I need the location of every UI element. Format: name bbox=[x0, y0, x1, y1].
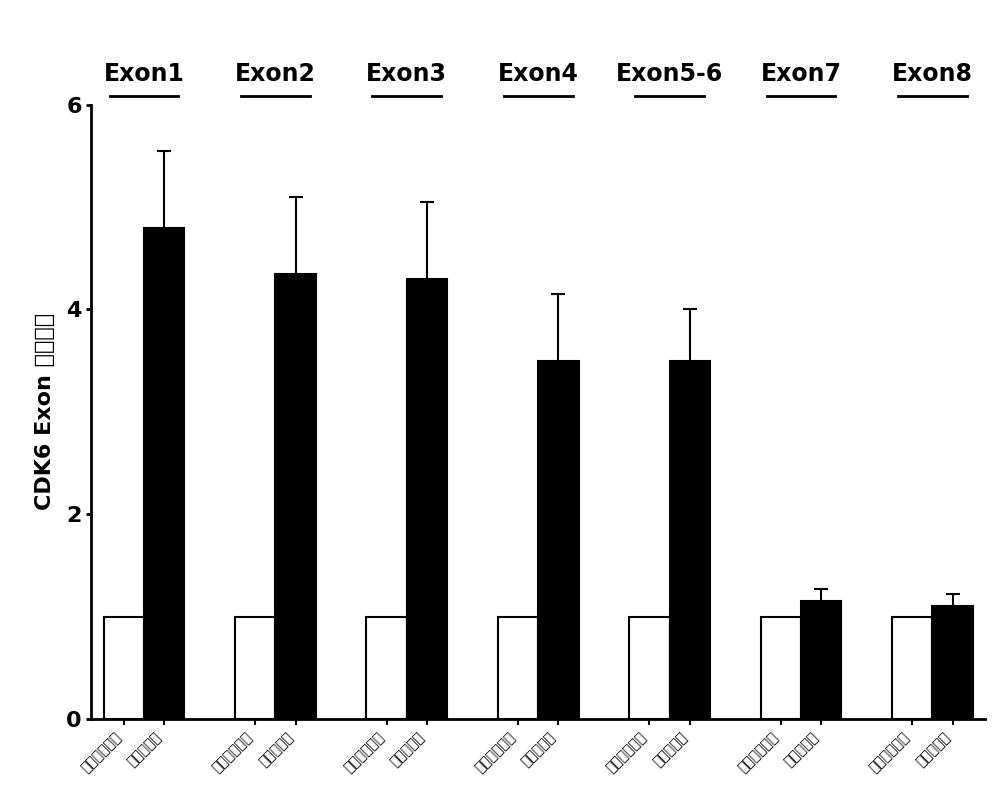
Text: Exon2: Exon2 bbox=[235, 62, 316, 86]
Y-axis label: CDK6 Exon 扩增倍数: CDK6 Exon 扩增倍数 bbox=[35, 314, 55, 510]
Bar bbox=[892, 617, 932, 719]
Text: Exon1: Exon1 bbox=[104, 62, 184, 86]
Bar bbox=[670, 361, 710, 719]
Bar bbox=[761, 617, 801, 719]
Text: Exon5-6: Exon5-6 bbox=[616, 62, 723, 86]
Text: Exon7: Exon7 bbox=[761, 62, 842, 86]
Text: Exon4: Exon4 bbox=[498, 62, 579, 86]
Bar bbox=[366, 617, 407, 719]
Bar bbox=[538, 361, 579, 719]
Bar bbox=[629, 617, 670, 719]
Bar bbox=[801, 601, 841, 719]
Text: Exon3: Exon3 bbox=[366, 62, 447, 86]
Bar bbox=[407, 279, 447, 719]
Bar bbox=[275, 273, 316, 719]
Bar bbox=[498, 617, 538, 719]
Text: Exon8: Exon8 bbox=[892, 62, 973, 86]
Bar bbox=[235, 617, 275, 719]
Bar bbox=[144, 228, 184, 719]
Bar bbox=[104, 617, 144, 719]
Bar bbox=[932, 607, 973, 719]
